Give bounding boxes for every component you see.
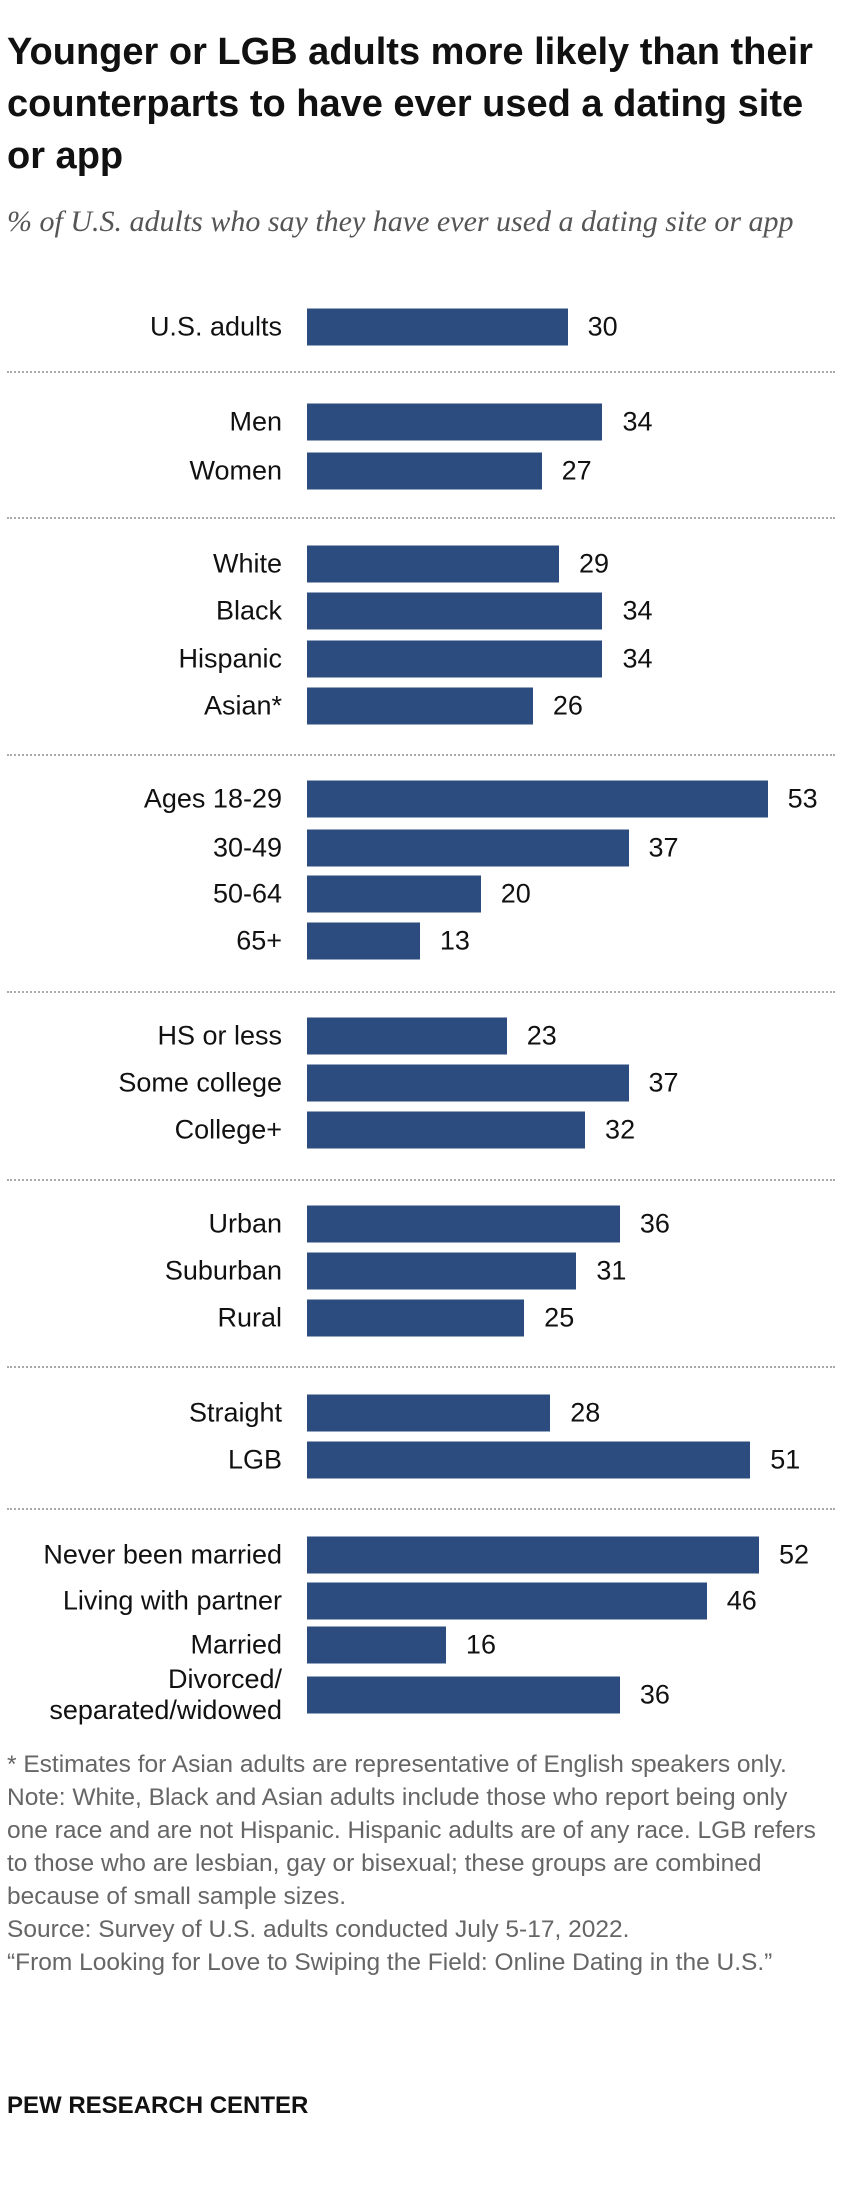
value-label: 25 xyxy=(544,1302,575,1333)
group-separator xyxy=(7,1366,835,1369)
bar xyxy=(306,1252,577,1290)
value-label: 46 xyxy=(726,1585,757,1616)
value-label: 30 xyxy=(587,311,618,342)
group-separator xyxy=(7,753,835,756)
category-label: Urban xyxy=(208,1208,282,1239)
bar xyxy=(306,452,542,490)
category-label: White xyxy=(212,548,282,579)
chart-title: Younger or LGB adults more likely than t… xyxy=(7,31,813,177)
bar xyxy=(306,1626,446,1664)
bar xyxy=(306,922,420,960)
footnote: Source: Survey of U.S. adults conducted … xyxy=(7,1916,630,1943)
category-label: Never been married xyxy=(43,1539,282,1570)
bar xyxy=(306,780,768,818)
category-label: Married xyxy=(190,1629,282,1660)
category-label: 50-64 xyxy=(212,878,282,909)
value-label: 34 xyxy=(622,406,653,437)
value-label: 20 xyxy=(500,878,531,909)
value-label: 16 xyxy=(465,1629,496,1660)
chart-subtitle: % of U.S. adults who say they have ever … xyxy=(7,205,794,238)
category-label: Suburban xyxy=(164,1255,282,1286)
value-label: 34 xyxy=(622,595,653,626)
category-label: College+ xyxy=(174,1114,282,1145)
category-label: 65+ xyxy=(236,925,282,956)
category-label: Women xyxy=(189,455,282,486)
group-separator xyxy=(7,1179,835,1182)
bar xyxy=(306,1394,551,1432)
value-label: 37 xyxy=(648,1067,679,1098)
bar xyxy=(306,1441,751,1479)
bar xyxy=(306,1205,620,1243)
category-label: Men xyxy=(229,406,282,437)
bar xyxy=(306,1111,586,1149)
category-label: Black xyxy=(215,595,282,626)
value-label: 53 xyxy=(787,783,818,814)
value-label: 37 xyxy=(648,832,679,862)
bar xyxy=(306,592,603,630)
bar xyxy=(306,403,603,441)
bar xyxy=(306,875,481,913)
value-label: 51 xyxy=(770,1444,801,1475)
value-label: 32 xyxy=(605,1114,636,1145)
footnotes: * Estimates for Asian adults are represe… xyxy=(7,1748,827,1979)
value-label: 52 xyxy=(778,1539,809,1570)
group-separator xyxy=(7,517,835,520)
footnote: Note: White, Black and Asian adults incl… xyxy=(7,1784,816,1910)
source-org: PEW RESEARCH CENTER xyxy=(7,2092,309,2119)
bar xyxy=(306,640,603,678)
value-label: 29 xyxy=(578,548,609,579)
footnote: * Estimates for Asian adults are represe… xyxy=(7,1751,787,1778)
value-label: 26 xyxy=(552,690,583,721)
value-label: 31 xyxy=(596,1255,627,1286)
category-label: Some college xyxy=(118,1067,282,1098)
bar xyxy=(306,829,629,866)
plot-area: U.S. adults 30 Men 34 Women 27 White 29 Black 34 H… xyxy=(7,308,835,1725)
group-separator xyxy=(7,371,835,374)
category-label: 30-49 xyxy=(212,832,282,862)
bar xyxy=(306,1064,629,1102)
category-label: Asian* xyxy=(203,690,282,721)
value-label: 34 xyxy=(622,643,653,674)
value-label: 36 xyxy=(639,1208,670,1239)
bar xyxy=(306,687,533,725)
bar xyxy=(306,1017,507,1055)
bar xyxy=(306,545,559,583)
value-label: 13 xyxy=(439,925,470,956)
category-label: Ages 18-29 xyxy=(143,783,282,814)
footnote: “From Looking for Love to Swiping the Fi… xyxy=(7,1949,773,1976)
value-label: 28 xyxy=(570,1397,601,1428)
category-label: Living with partner xyxy=(62,1585,282,1616)
category-label: Hispanic xyxy=(178,643,282,674)
bar xyxy=(306,1676,620,1714)
bar xyxy=(306,308,568,346)
category-label: LGB xyxy=(227,1444,282,1475)
category-label: Straight xyxy=(188,1397,282,1428)
bar xyxy=(306,1582,707,1620)
value-label: 27 xyxy=(561,455,592,486)
bar xyxy=(306,1299,525,1337)
group-separator xyxy=(7,1507,835,1510)
value-label: 23 xyxy=(526,1020,557,1051)
category-label: HS or less xyxy=(157,1020,282,1051)
category-label: Divorced/ separated/widowed xyxy=(49,1664,282,1725)
category-label: Rural xyxy=(217,1302,282,1333)
value-label: 36 xyxy=(639,1679,670,1710)
group-separator xyxy=(7,990,835,993)
category-label: U.S. adults xyxy=(149,311,282,342)
bar xyxy=(306,1536,759,1574)
